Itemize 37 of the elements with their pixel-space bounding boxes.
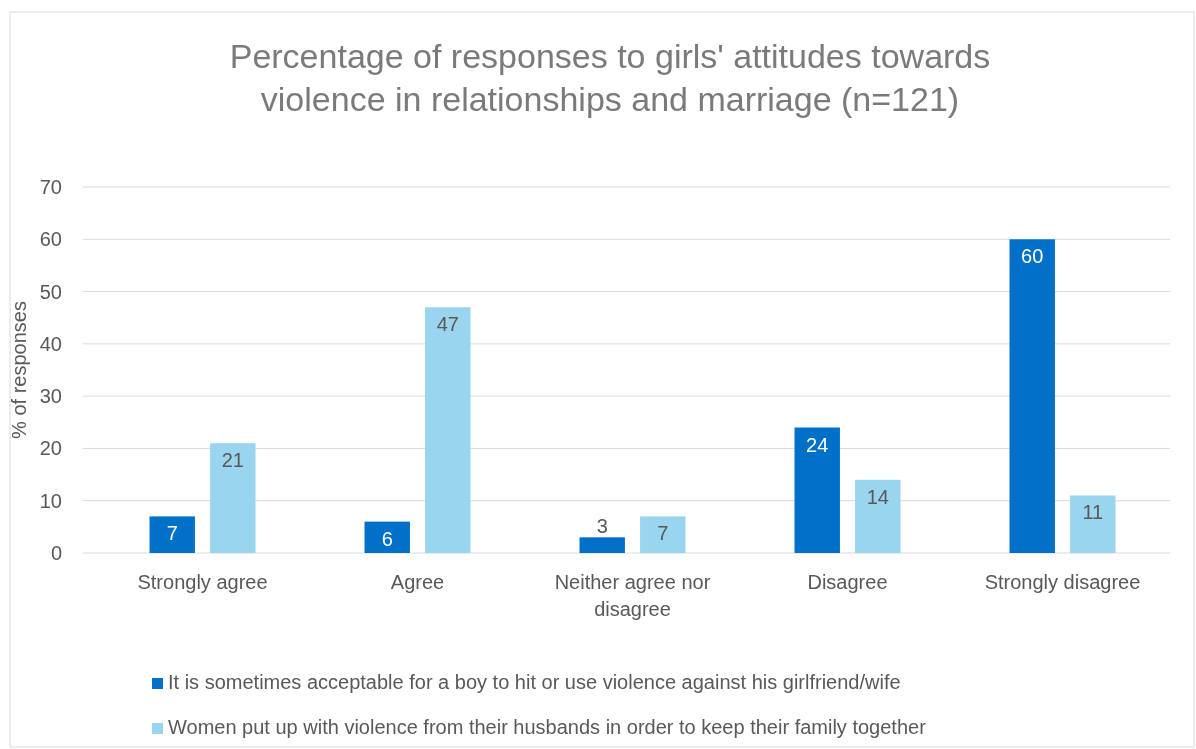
data-label: 14 bbox=[866, 485, 889, 508]
y-tick-label: 40 bbox=[39, 332, 62, 355]
x-tick-label: Strongly agree bbox=[137, 571, 268, 593]
x-tick-label: Neither agree nor disagree bbox=[554, 571, 711, 620]
y-tick-label: 0 bbox=[50, 542, 62, 564]
y-tick-label: 10 bbox=[39, 489, 62, 512]
x-tick-label: Disagree bbox=[807, 571, 888, 593]
y-tick-label: 50 bbox=[39, 280, 62, 303]
bar bbox=[149, 516, 195, 553]
data-label: 47 bbox=[436, 313, 459, 336]
bar bbox=[640, 516, 686, 553]
bar bbox=[210, 443, 256, 553]
data-label: 24 bbox=[806, 433, 829, 456]
data-label: 21 bbox=[221, 449, 244, 472]
bar bbox=[794, 427, 840, 553]
bar bbox=[855, 479, 901, 553]
bar bbox=[1009, 239, 1055, 553]
x-tick-label: Strongly disagree bbox=[984, 571, 1141, 593]
data-label: 60 bbox=[1021, 245, 1044, 268]
x-tick-label: Agree bbox=[390, 571, 445, 593]
y-tick-label: 60 bbox=[39, 228, 62, 251]
y-tick-label: 20 bbox=[39, 437, 62, 460]
data-label: 11 bbox=[1082, 501, 1104, 524]
bar bbox=[579, 537, 625, 553]
bar bbox=[425, 307, 471, 553]
bar bbox=[364, 521, 410, 553]
legend-label: Women put up with violence from their husbands in order to keep their family together bbox=[168, 716, 927, 738]
y-tick-label: 70 bbox=[39, 176, 62, 198]
y-tick-label: 30 bbox=[39, 385, 62, 408]
bar bbox=[1070, 495, 1116, 553]
y-axis-title: % of responses bbox=[8, 301, 30, 439]
chart-title: Percentage of responses to girls' attitudes towards violence in relationships and marriage (n=121) bbox=[229, 37, 991, 118]
data-label: 3 bbox=[596, 515, 608, 538]
data-label: 7 bbox=[657, 522, 669, 545]
data-label: 7 bbox=[166, 522, 178, 545]
data-label: 6 bbox=[381, 527, 393, 550]
legend-label: It is sometimes acceptable for a boy to hit or use violence against his girlfriend/wife bbox=[168, 671, 901, 693]
